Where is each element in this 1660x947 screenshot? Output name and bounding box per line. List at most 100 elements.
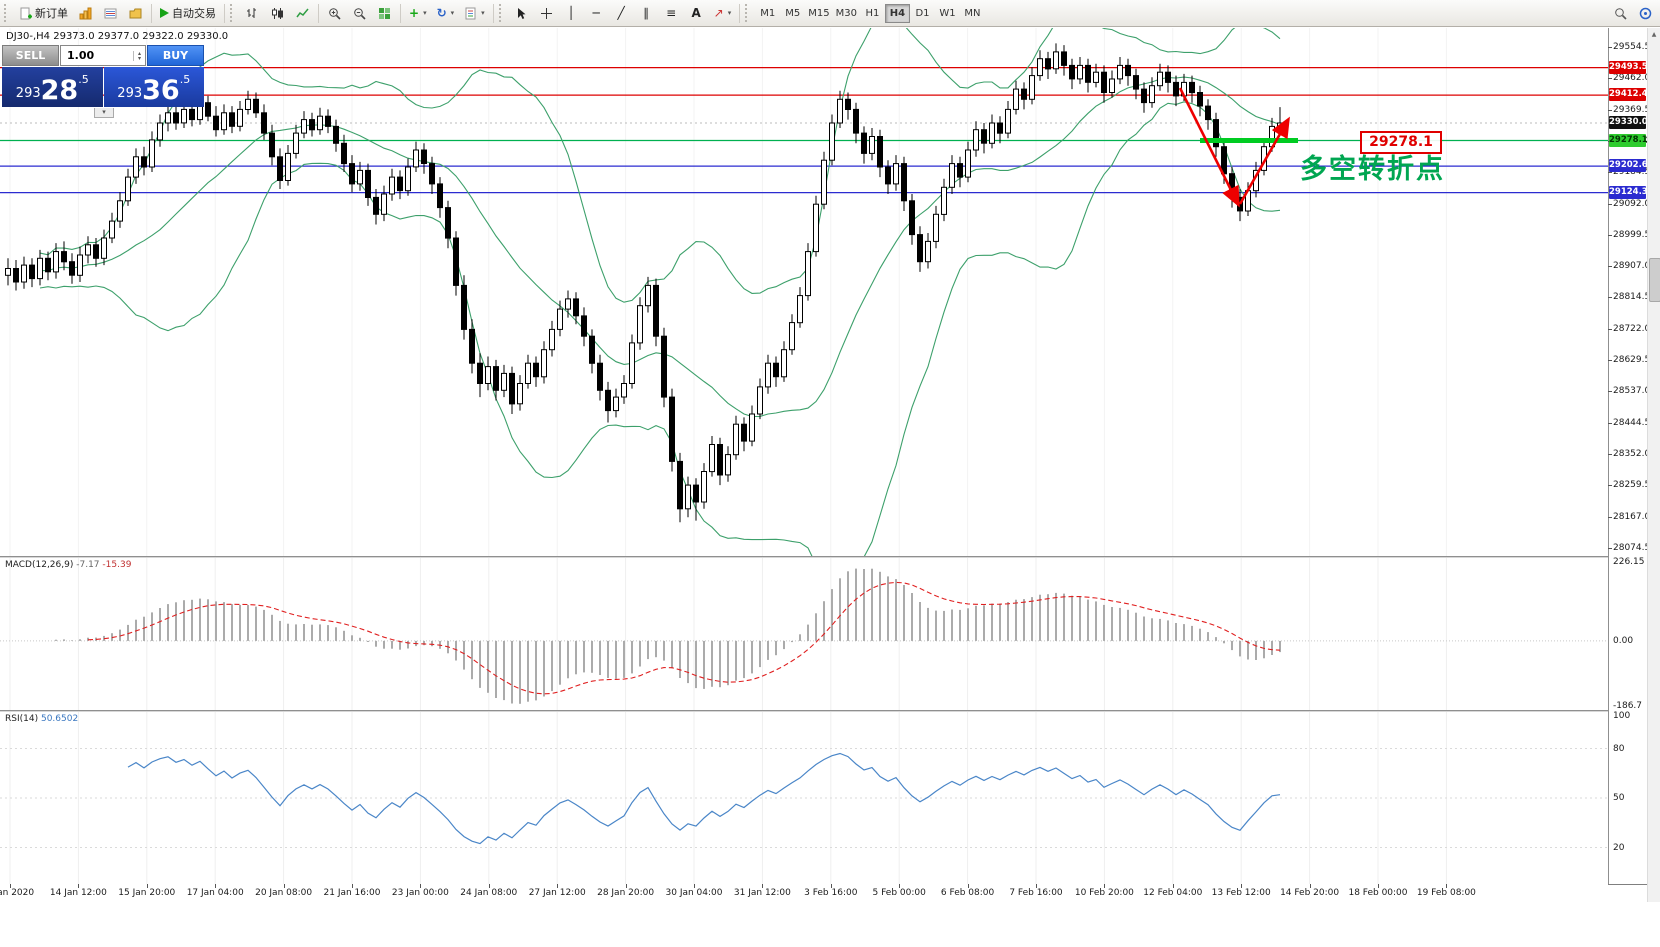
trade-panel-collapse-arrow[interactable]: ▾ xyxy=(94,108,114,118)
volume-value[interactable]: 1.00 xyxy=(67,49,95,62)
spinner-down-icon[interactable]: ▾ xyxy=(137,54,141,62)
tile-windows-icon xyxy=(379,7,390,19)
time-axis-tick xyxy=(1241,884,1243,888)
timeframe-h4[interactable]: H4 xyxy=(884,3,910,23)
time-axis-tick xyxy=(1378,884,1379,888)
text-button[interactable]: A xyxy=(685,2,708,24)
time-axis[interactable]: 3 Jan 2020 14 Jan 12:00 15 Jan 20:00 17 Jan… xyxy=(0,884,1608,902)
time-axis-label: 28 Jan 20:00 xyxy=(597,888,655,898)
cursor-icon xyxy=(517,7,526,19)
new-order-label: 新订单 xyxy=(35,7,68,20)
chevron-down-icon: ▾ xyxy=(481,9,485,17)
rsi-panel-chart[interactable] xyxy=(0,712,1608,884)
timeframe-mn[interactable]: MN xyxy=(960,4,985,23)
candlestick-chart-button[interactable] xyxy=(266,2,289,24)
sell-price-frac: .5 xyxy=(78,73,89,86)
timeframe-m30[interactable]: M30 xyxy=(833,4,860,23)
trendline-icon: ╱ xyxy=(617,6,625,20)
time-axis-tick xyxy=(420,884,422,888)
scrollbar-thumb[interactable] xyxy=(1649,258,1660,302)
timeframe-m15[interactable]: M15 xyxy=(805,4,832,23)
panel-divider[interactable] xyxy=(0,710,1660,712)
vertical-line-button[interactable]: │ xyxy=(560,2,583,24)
price-tag-annotation[interactable]: 29278.1 xyxy=(1360,131,1442,154)
bar-chart-button[interactable] xyxy=(241,2,264,24)
macd-name: MACD(12,26,9) xyxy=(5,560,74,570)
timeframe-m5[interactable]: M5 xyxy=(780,4,805,23)
macd-indicator-label: MACD(12,26,9) -7.17 -15.39 xyxy=(5,560,131,570)
toolbar-grip[interactable] xyxy=(498,4,505,22)
time-axis-label: 30 Jan 04:00 xyxy=(665,888,723,898)
time-axis-label: 14 Feb 20:00 xyxy=(1280,888,1340,898)
main-candle-chart[interactable] xyxy=(0,28,1608,556)
cursor-button[interactable] xyxy=(510,2,533,24)
bar-chart-icon xyxy=(247,7,256,18)
charts-button[interactable] xyxy=(74,2,97,24)
volume-spinner[interactable]: ▴ ▾ xyxy=(133,49,145,62)
time-axis-tick xyxy=(694,884,695,888)
time-axis-label: 19 Feb 08:00 xyxy=(1416,888,1476,898)
templates-button[interactable]: ▾ xyxy=(460,2,489,24)
line-chart-button[interactable] xyxy=(291,2,314,24)
time-axis-tick xyxy=(283,884,285,888)
time-axis-tick xyxy=(1446,884,1448,888)
horizontal-line-objects[interactable] xyxy=(0,66,1608,194)
buy-button[interactable]: BUY xyxy=(147,45,204,66)
sell-price-display[interactable]: 293 28.5 xyxy=(2,67,103,107)
autotrade-button[interactable]: 自动交易 xyxy=(156,2,220,24)
pivot-text-annotation[interactable]: 多空转折点 xyxy=(1300,154,1445,185)
volume-field[interactable]: 1.00 ▴ ▾ xyxy=(60,45,146,66)
toolbar-grip[interactable] xyxy=(745,4,751,22)
navigator-button[interactable] xyxy=(124,2,147,24)
scroll-up-icon[interactable]: ▲ xyxy=(1651,31,1657,38)
time-axis-tick xyxy=(899,884,901,888)
tile-windows-button[interactable] xyxy=(373,2,396,24)
buy-price-big: 36 xyxy=(142,75,180,106)
new-order-button[interactable]: 新订单 xyxy=(15,2,72,24)
time-axis-label: 5 Feb 00:00 xyxy=(872,888,926,898)
about-icon xyxy=(1639,7,1652,19)
zoom-out-button[interactable] xyxy=(348,2,371,24)
spinner-up-icon[interactable]: ▴ xyxy=(137,49,141,57)
sell-button[interactable]: SELL xyxy=(2,45,59,66)
vertical-scrollbar[interactable]: ▲ ▼ xyxy=(1647,28,1660,947)
time-axis-label: 27 Jan 12:00 xyxy=(528,888,586,898)
zoom-in-button[interactable] xyxy=(323,2,346,24)
candlestick-chart-icon xyxy=(272,7,283,19)
periods-button[interactable]: ↻ ▾ xyxy=(433,2,459,24)
toolbar-separator xyxy=(492,3,494,23)
horizontal-line-button[interactable]: ─ xyxy=(585,2,608,24)
timeframe-m1[interactable]: M1 xyxy=(755,4,780,23)
time-axis-tick xyxy=(1309,884,1311,888)
toolbar-grip[interactable] xyxy=(230,4,236,22)
rsi-indicator-label: RSI(14) 50.6502 xyxy=(5,714,78,724)
time-axis-label: 24 Jan 08:00 xyxy=(460,888,518,898)
channel-button[interactable]: ∥ xyxy=(635,2,658,24)
trend-arrow[interactable] xyxy=(1238,116,1290,205)
timeframe-d1[interactable]: D1 xyxy=(910,4,935,23)
market-watch-button[interactable] xyxy=(99,2,122,24)
vertical-line-icon: │ xyxy=(567,6,575,20)
macd-panel-chart[interactable] xyxy=(0,558,1608,710)
fibonacci-button[interactable]: ≡ xyxy=(660,2,683,24)
time-axis-tick xyxy=(215,884,217,888)
time-axis-tick xyxy=(78,884,80,888)
line-chart-icon xyxy=(296,8,309,17)
trend-arrow[interactable] xyxy=(1178,87,1240,208)
arrows-button[interactable]: ↗ ▾ xyxy=(710,2,736,24)
horizontal-line-icon: ─ xyxy=(592,6,600,20)
market-watch-icon xyxy=(104,8,117,18)
crosshair-button[interactable] xyxy=(535,2,558,24)
trendline-button[interactable]: ╱ xyxy=(610,2,633,24)
timeframe-w1[interactable]: W1 xyxy=(935,4,960,23)
timeframe-h1[interactable]: H1 xyxy=(860,4,885,23)
indicators-button[interactable]: + ▾ xyxy=(405,2,431,24)
toolbar-separator xyxy=(224,3,225,23)
toolbar-grip[interactable] xyxy=(4,4,10,22)
panel-divider[interactable] xyxy=(0,556,1660,558)
buy-price-display[interactable]: 293 36.5 xyxy=(103,67,204,107)
search-button[interactable] xyxy=(1609,2,1632,24)
grid-lines xyxy=(9,28,1447,556)
about-button[interactable] xyxy=(1634,2,1657,24)
